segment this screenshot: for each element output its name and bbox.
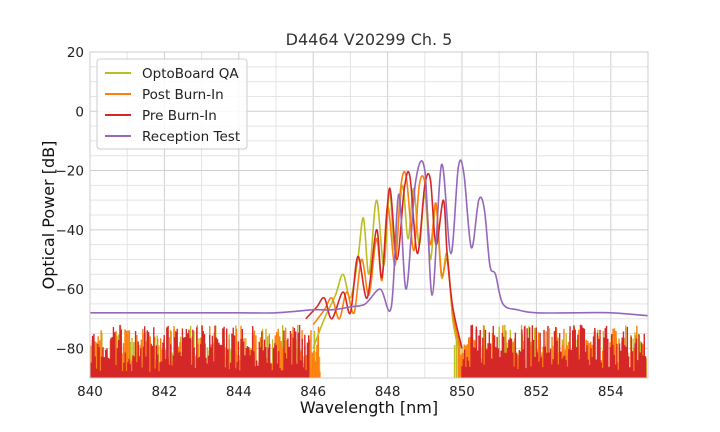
y-tick-label: −40 [56, 223, 85, 239]
legend-box [96, 58, 248, 150]
series-line-reception-test [90, 159, 648, 317]
y-axis-label: Optical Power [dB] [39, 141, 58, 290]
y-tick-label: −80 [56, 341, 85, 357]
x-tick-label: 850 [449, 384, 475, 400]
x-tick-label: 848 [375, 384, 401, 400]
x-tick-label: 854 [598, 384, 624, 400]
x-tick-label: 846 [300, 384, 326, 400]
legend: OptoBoard QA Post Burn-In Pre Burn-In Recep… [96, 58, 248, 150]
y-tick-label: −60 [56, 282, 85, 298]
x-tick-label: 840 [77, 384, 103, 400]
plot-area [90, 159, 648, 378]
legend-label: Pre Burn-In [142, 108, 217, 124]
x-tick-label: 852 [524, 384, 550, 400]
legend-label: OptoBoard QA [142, 66, 239, 82]
x-axis-label: Wavelength [nm] [300, 398, 438, 417]
y-tick-label: −20 [56, 164, 85, 180]
legend-label: Reception Test [142, 129, 240, 145]
x-tick-label: 844 [226, 384, 252, 400]
y-tick-label: 20 [67, 45, 84, 61]
chart-title: D4464 V20299 Ch. 5 [286, 30, 453, 49]
plot-frame [89, 51, 649, 379]
series-line-pre-burn-in [305, 170, 463, 349]
y-tick-label: 0 [75, 104, 84, 120]
legend-label: Post Burn-In [142, 87, 224, 103]
tick-labels: 840 842 844 846 848 850 852 854 20 0 −20 −40 −60 −80 [56, 45, 624, 400]
x-tick-label: 842 [152, 384, 178, 400]
series-pre-burn-in-noise [90, 324, 310, 378]
series-pre-burn-in-noise-right [461, 324, 647, 378]
